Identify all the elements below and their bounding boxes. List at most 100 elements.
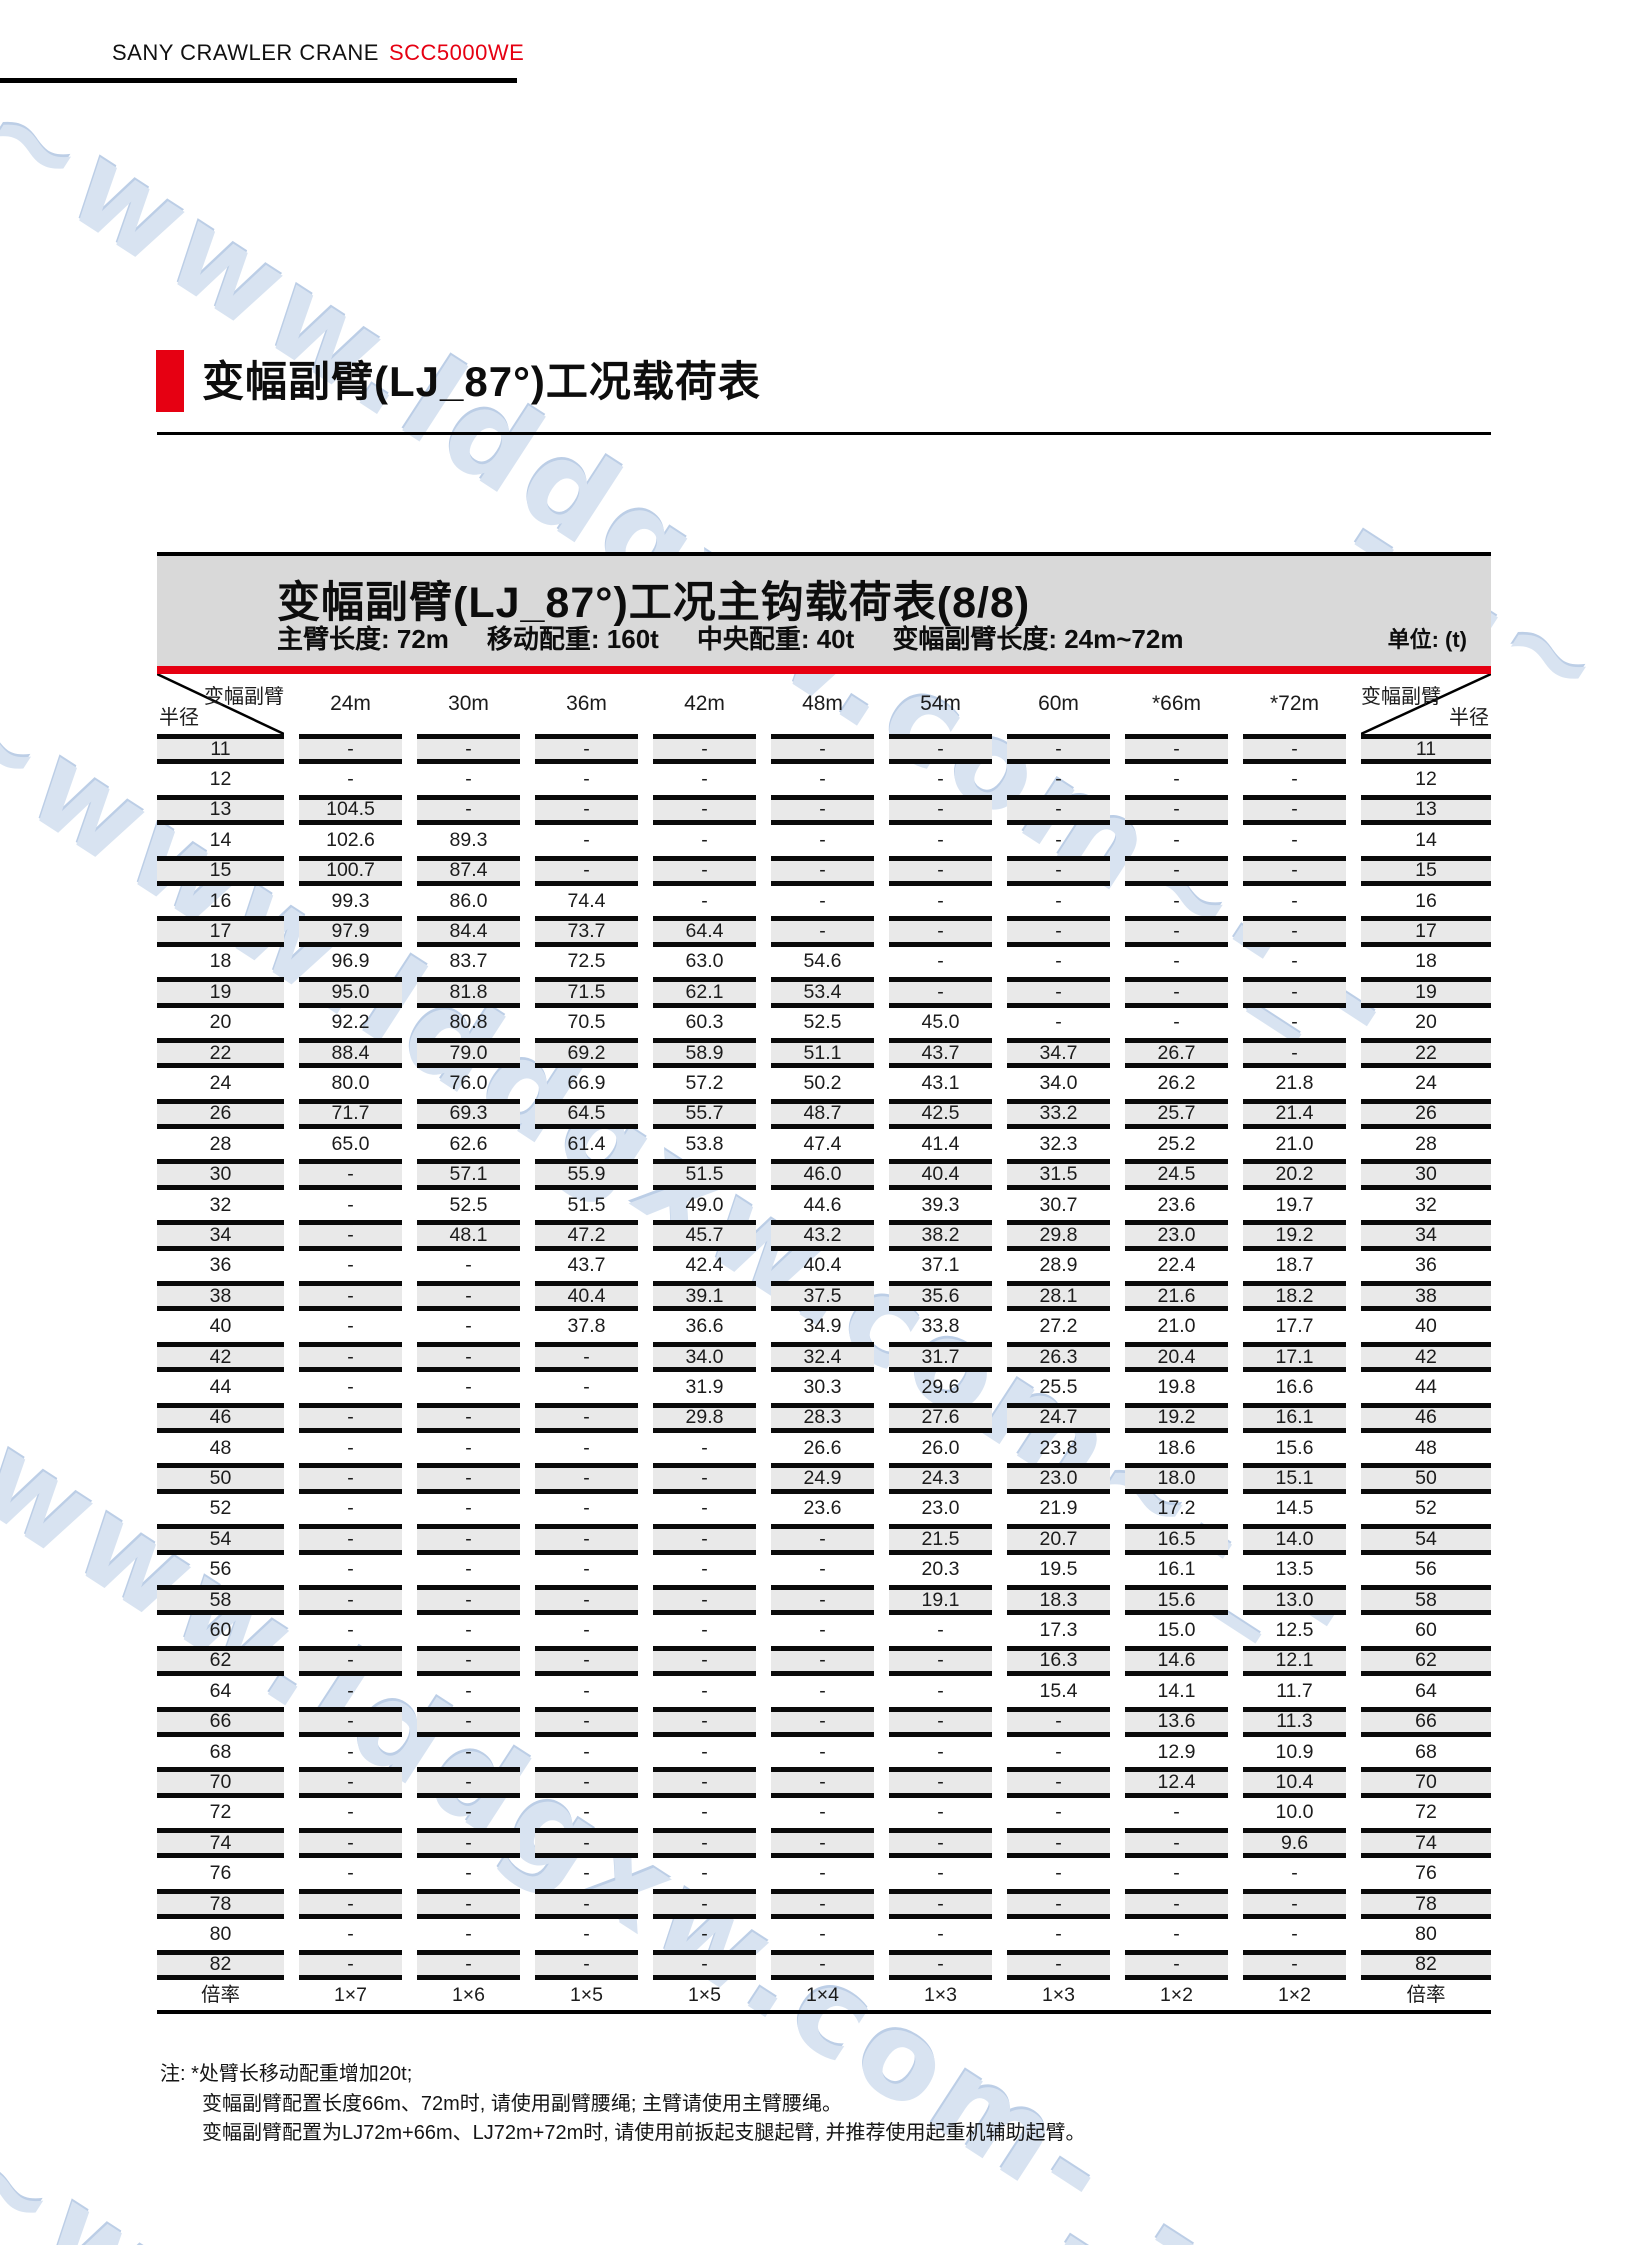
radius-cell-right: 28 bbox=[1415, 1132, 1437, 1155]
load-cell: - bbox=[535, 1524, 638, 1555]
radius-cell-left: 68 bbox=[209, 1740, 232, 1763]
radius-cell-right: 13 bbox=[1361, 794, 1491, 826]
load-cell: 35.6 bbox=[889, 1281, 992, 1312]
load-cell: - bbox=[937, 1619, 944, 1642]
load-cell: 15.6 bbox=[1275, 1436, 1314, 1459]
table-row-倍率: 倍率 1×7 1×6 1×5 1×5 1×4 1×3 1×3 1×2 1×2 倍率 bbox=[157, 1980, 1491, 2010]
load-cell: 31.9 bbox=[685, 1375, 724, 1398]
radius-cell-left: 20 bbox=[209, 1011, 232, 1034]
load-cell: 10.4 bbox=[1243, 1767, 1346, 1798]
load-cell: 21.5 bbox=[889, 1524, 992, 1555]
load-cell: 1×6 bbox=[451, 1983, 486, 2006]
load-cell: 27.6 bbox=[889, 1402, 992, 1433]
load-cell: - bbox=[465, 1740, 472, 1763]
table-row-28: 28 65.0 62.6 61.4 53.8 47.4 41.4 32.3 25.2 21.0 28 bbox=[157, 1129, 1491, 1159]
radius-cell-left: 22 bbox=[157, 1037, 284, 1069]
load-cell: 97.9 bbox=[299, 916, 402, 947]
load-cell: 88.4 bbox=[299, 1037, 402, 1069]
load-cell: 47.2 bbox=[535, 1220, 638, 1251]
load-cell: 42.5 bbox=[889, 1098, 992, 1130]
load-cell: - bbox=[819, 1679, 826, 1702]
load-cell: 18.0 bbox=[1125, 1463, 1228, 1494]
radius-cell-right: 18 bbox=[1415, 950, 1437, 973]
load-cell: - bbox=[889, 916, 992, 947]
load-cell: 23.8 bbox=[1039, 1436, 1078, 1459]
load-cell: - bbox=[819, 889, 826, 912]
load-cell: - bbox=[299, 1220, 402, 1251]
table-row-68: 68 - - - - - - - 12.9 10.9 68 bbox=[157, 1737, 1491, 1767]
load-cell: - bbox=[1125, 1949, 1228, 1981]
load-cell: 69.3 bbox=[417, 1098, 520, 1130]
load-cell: 16.6 bbox=[1275, 1375, 1314, 1398]
table-row-13: 13 104.5- - - - - - - -13 bbox=[157, 794, 1491, 826]
load-cell: - bbox=[1173, 1862, 1180, 1885]
load-cell: - bbox=[819, 1558, 826, 1581]
radius-cell-left: 66 bbox=[157, 1706, 284, 1737]
load-cell: - bbox=[465, 1801, 472, 1824]
load-cell: - bbox=[653, 794, 756, 826]
load-cell: 83.7 bbox=[449, 950, 488, 973]
load-cell: 76.0 bbox=[449, 1072, 488, 1094]
load-cell: - bbox=[347, 768, 354, 791]
load-cell: 37.8 bbox=[567, 1315, 606, 1338]
load-cell: 31.5 bbox=[1007, 1159, 1110, 1190]
load-cell: 21.9 bbox=[1039, 1497, 1078, 1520]
table-row-34: 34-48.1 47.2 45.7 43.2 38.2 29.8 23.0 19.2 34 bbox=[157, 1220, 1491, 1251]
load-cell: 13.6 bbox=[1125, 1706, 1228, 1737]
radius-cell-right: 68 bbox=[1415, 1740, 1437, 1763]
load-cell: 19.8 bbox=[1157, 1375, 1196, 1398]
load-cell: 51.5 bbox=[567, 1193, 606, 1216]
radius-cell-left: 34 bbox=[157, 1220, 284, 1251]
load-cell: 71.5 bbox=[535, 977, 638, 1008]
load-cell: - bbox=[701, 1497, 708, 1520]
load-cell: - bbox=[1007, 1888, 1110, 1920]
load-cell: 32.4 bbox=[771, 1341, 874, 1373]
load-cell: - bbox=[417, 1281, 520, 1312]
load-cell: 53.4 bbox=[771, 977, 874, 1008]
radius-cell-right: 42 bbox=[1361, 1341, 1491, 1373]
load-cell: 79.0 bbox=[417, 1037, 520, 1069]
load-cell: - bbox=[299, 734, 402, 765]
load-cell: 27.2 bbox=[1039, 1315, 1078, 1338]
load-cell: 17.7 bbox=[1275, 1315, 1314, 1338]
load-cell: - bbox=[1007, 855, 1110, 886]
radius-cell-right: 36 bbox=[1415, 1254, 1437, 1277]
col-header-54m: 54m bbox=[920, 692, 961, 715]
radius-cell-right: 16 bbox=[1415, 889, 1437, 912]
load-cell: - bbox=[1055, 828, 1062, 851]
radius-cell-left: 48 bbox=[209, 1436, 232, 1459]
radius-cell-left: 62 bbox=[157, 1645, 284, 1677]
load-cell: - bbox=[347, 1558, 354, 1581]
load-cell: 89.3 bbox=[449, 828, 488, 851]
load-cell: 23.0 bbox=[1125, 1220, 1228, 1251]
load-cell: - bbox=[1007, 977, 1110, 1008]
load-cell: 21.0 bbox=[1157, 1315, 1196, 1338]
load-cell: 24.3 bbox=[889, 1463, 992, 1494]
subtitle-item: 移动配重: 160t bbox=[486, 624, 659, 654]
load-cell: 81.8 bbox=[417, 977, 520, 1008]
load-cell: - bbox=[819, 1619, 826, 1642]
load-cell: 16.5 bbox=[1125, 1524, 1228, 1555]
load-cell: - bbox=[1243, 1888, 1346, 1920]
corner-header-left: 变幅副臂 半径 bbox=[157, 674, 284, 734]
load-cell: - bbox=[417, 1706, 520, 1737]
load-cell: 37.5 bbox=[771, 1281, 874, 1312]
col-header-30m: 30m bbox=[448, 692, 489, 715]
load-cell: - bbox=[417, 1888, 520, 1920]
table-row-64: 64 - - - - - - 15.4 14.1 11.7 64 bbox=[157, 1676, 1491, 1706]
load-cell: - bbox=[819, 768, 826, 791]
load-cell: - bbox=[347, 1801, 354, 1824]
load-cell: 18.2 bbox=[1243, 1281, 1346, 1312]
load-cell: - bbox=[937, 889, 944, 912]
load-cell: 60.3 bbox=[685, 1011, 724, 1034]
load-cell: 80.8 bbox=[449, 1011, 488, 1034]
radius-cell-right: 82 bbox=[1361, 1949, 1491, 1981]
load-cell: - bbox=[1125, 916, 1228, 947]
load-cell: 23.6 bbox=[803, 1497, 842, 1520]
load-cell: - bbox=[299, 1463, 402, 1494]
radius-cell-left: 42 bbox=[157, 1341, 284, 1373]
load-cell: 25.7 bbox=[1125, 1098, 1228, 1130]
load-cell: - bbox=[583, 1375, 590, 1398]
table-row-50: 50- - - -24.9 24.3 23.0 18.0 15.1 50 bbox=[157, 1463, 1491, 1494]
load-cell: - bbox=[1291, 950, 1298, 973]
